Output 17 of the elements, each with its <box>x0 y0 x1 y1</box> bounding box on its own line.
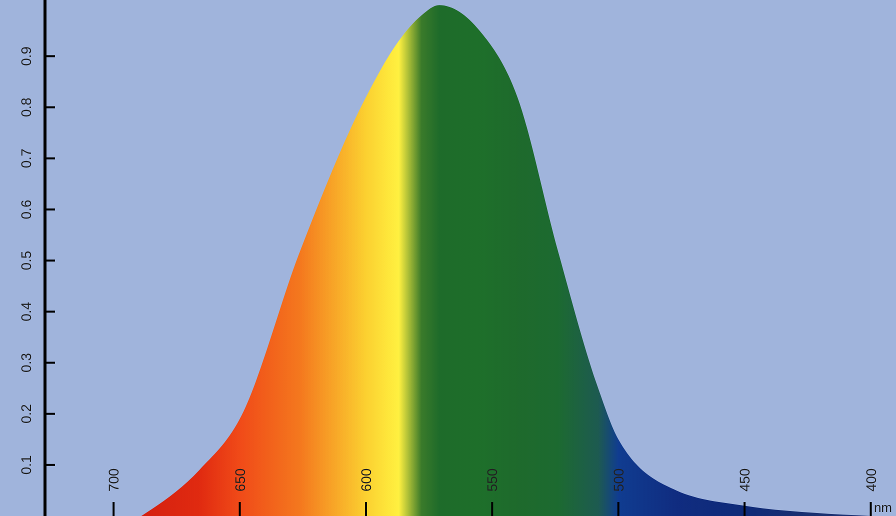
x-tick-label: 650 <box>232 468 248 492</box>
y-tick-label: 0.4 <box>18 302 34 322</box>
x-tick-label: 600 <box>358 468 374 492</box>
x-tick-label: 450 <box>736 468 753 492</box>
y-tick-label: 0.9 <box>18 46 34 66</box>
x-tick-label: 700 <box>106 468 122 492</box>
x-tick-label: 400 <box>862 468 879 492</box>
y-tick-label: 0.8 <box>18 97 34 118</box>
y-tick-label: 0.6 <box>18 200 34 220</box>
x-tick-label: 550 <box>484 468 500 492</box>
y-tick-label: 0.7 <box>18 148 34 168</box>
y-tick-label: 0.5 <box>18 250 34 270</box>
y-tick-label: 0.1 <box>18 454 34 475</box>
y-tick-label: 0.2 <box>18 404 34 424</box>
y-tick-label: 0.3 <box>18 352 34 372</box>
x-tick-label: 500 <box>610 468 626 492</box>
x-axis-title: nm <box>874 500 892 515</box>
